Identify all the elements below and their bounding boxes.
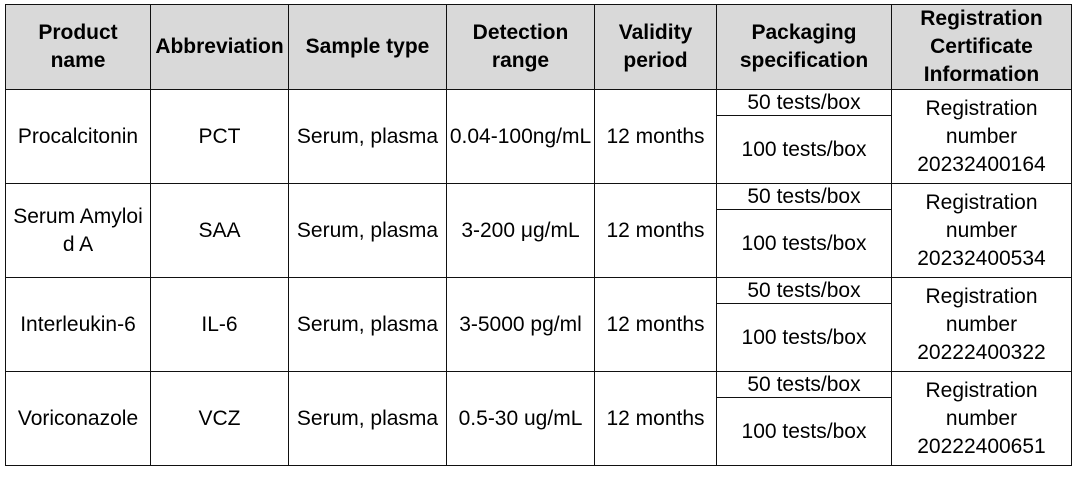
cell-packaging-50: 50 tests/box [716, 371, 892, 398]
header-sample-type: Sample type [288, 4, 447, 90]
cell-packaging-100: 100 tests/box [716, 303, 892, 372]
table-subrow: 100 tests/box [6, 397, 1072, 466]
header-registration-info: Registration Certificate Information [891, 4, 1072, 90]
cell-packaging-100: 100 tests/box [716, 115, 892, 184]
cell-registration: Registration number 20232400534 [891, 183, 1072, 278]
cell-validity-period: 12 months [594, 89, 717, 184]
header-abbreviation: Abbreviation [150, 4, 289, 90]
header-packaging-specification: Packaging specification [716, 4, 892, 90]
table-subrow: 100 tests/box [6, 209, 1072, 278]
cell-product-name: Voriconazole [5, 371, 151, 466]
cell-sample-type: Serum, plasma [288, 89, 447, 184]
cell-sample-type: Serum, plasma [288, 371, 447, 466]
table-row: Procalcitonin PCT Serum, plasma 0.04-100… [5, 89, 1072, 184]
cell-abbreviation: VCZ [150, 371, 289, 466]
header-detection-range: Detection range [446, 4, 595, 90]
table-subrow: 100 tests/box [6, 115, 1072, 184]
table-row: Interleukin-6 IL-6 Serum, plasma 3-5000 … [5, 277, 1072, 372]
cell-registration: Registration number 20222400322 [891, 277, 1072, 372]
cell-abbreviation: SAA [150, 183, 289, 278]
cell-abbreviation: PCT [150, 89, 289, 184]
cell-sample-type: Serum, plasma [288, 277, 447, 372]
cell-registration: Registration number 20232400164 [891, 89, 1072, 184]
cell-sample-type: Serum, plasma [288, 183, 447, 278]
cell-product-name: Interleukin-6 [5, 277, 151, 372]
cell-validity-period: 12 months [594, 371, 717, 466]
cell-detection-range: 0.04-100ng/mL [446, 89, 595, 184]
header-product-name: Product name [5, 4, 151, 90]
cell-packaging-50: 50 tests/box [716, 277, 892, 304]
cell-detection-range: 3-200 μg/mL [446, 183, 595, 278]
product-table: Product name Abbreviation Sample type De… [5, 4, 1072, 466]
cell-validity-period: 12 months [594, 277, 717, 372]
cell-packaging-100: 100 tests/box [716, 209, 892, 278]
cell-product-name: Procalcitonin [5, 89, 151, 184]
cell-packaging-100: 100 tests/box [716, 397, 892, 466]
cell-registration: Registration number 20222400651 [891, 371, 1072, 466]
table-row: Serum Amyloid A SAA Serum, plasma 3-200 … [5, 183, 1072, 278]
cell-abbreviation: IL-6 [150, 277, 289, 372]
cell-product-name: Serum Amyloid A [5, 183, 151, 278]
product-table-container: Product name Abbreviation Sample type De… [5, 4, 1072, 466]
header-validity-period: Validity period [594, 4, 717, 90]
cell-packaging-50: 50 tests/box [716, 89, 892, 116]
cell-packaging-50: 50 tests/box [716, 183, 892, 210]
table-subrow: 100 tests/box [6, 303, 1072, 372]
header-row: Product name Abbreviation Sample type De… [5, 4, 1072, 90]
cell-detection-range: 3-5000 pg/ml [446, 277, 595, 372]
cell-validity-period: 12 months [594, 183, 717, 278]
cell-detection-range: 0.5-30 ug/mL [446, 371, 595, 466]
table-row: Voriconazole VCZ Serum, plasma 0.5-30 ug… [5, 371, 1072, 466]
